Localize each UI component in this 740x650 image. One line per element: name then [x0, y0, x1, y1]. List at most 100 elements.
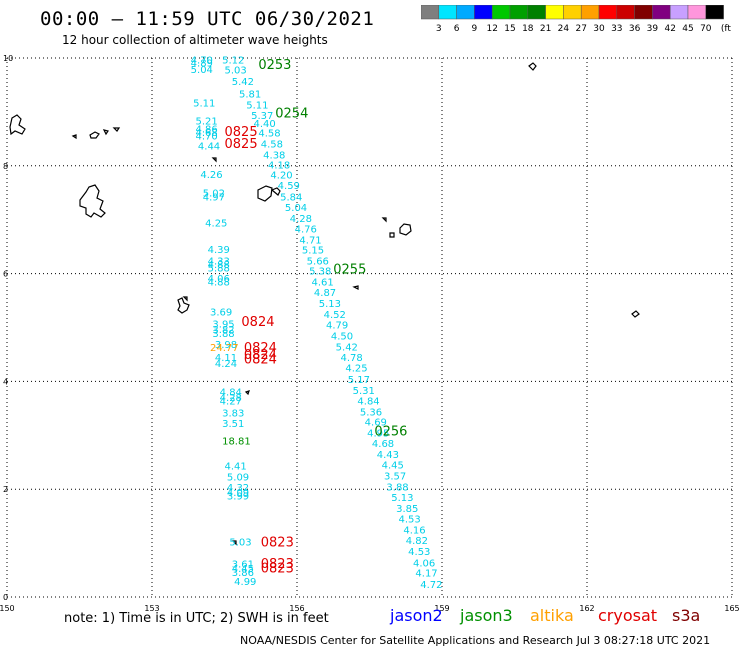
wave-height-value: 4.41: [225, 461, 247, 472]
scale-label: 70: [700, 24, 712, 34]
wave-height-value: 3.57: [384, 471, 406, 482]
wave-height-value: 4.18: [268, 160, 290, 171]
scale-label: 42: [664, 24, 675, 34]
wave-height-value: 3.82: [212, 325, 234, 336]
scale-swatch: [456, 5, 475, 20]
island-outline: [177, 296, 190, 314]
cryosat-time-label: 0824: [241, 315, 274, 330]
wave-height-value: 4.27: [220, 397, 242, 408]
island-outline: [352, 285, 359, 290]
scale-swatch: [421, 5, 440, 20]
wave-height-value: 4.40: [254, 119, 276, 130]
wave-height-value: 4.72: [420, 580, 442, 591]
cryosat-time-label: 0824: [244, 348, 277, 363]
wave-height-value: 4.24: [215, 359, 237, 370]
island-outline: [270, 187, 281, 196]
wave-height-value: 4.26: [200, 170, 222, 181]
wave-height-value: 4.44: [198, 142, 220, 153]
wave-height-values: 4.70 5.124.895.04 5.035.425.815.11 5.115.37…: [191, 55, 443, 590]
wave-height-value: 5.42: [232, 77, 254, 88]
wave-height-value: 4.09: [227, 488, 249, 499]
wave-height-value: 4.28: [290, 214, 312, 225]
cryosat-time-label: 0823: [261, 535, 294, 550]
wave-height-value: 4.39: [208, 245, 230, 256]
cryosat-time-label: 0825: [225, 125, 258, 140]
wave-height-value: 4.58: [261, 139, 283, 150]
wave-height-value: 4.06: [413, 558, 435, 569]
wave-height-value: 4.25: [345, 364, 367, 375]
wave-height-value: 4.32: [227, 483, 249, 494]
scale-swatch: [669, 5, 689, 20]
scale-label: 12: [486, 24, 497, 34]
wave-height-value: 4.61: [312, 277, 334, 288]
scale-label: 27: [575, 24, 586, 34]
wave-height-value: 5.11: [193, 99, 215, 110]
wave-height-value: 3.83: [222, 408, 244, 419]
scale-label: 3: [436, 24, 442, 34]
legend-altika: altika: [530, 606, 574, 625]
wave-height-value: 3.85: [396, 504, 418, 515]
scale-label: 39: [647, 24, 659, 34]
y-tick-label: 10: [3, 54, 13, 63]
page-title: 00:00 – 11:59 UTC 06/30/2021: [40, 8, 375, 30]
footer-credit: NOAA/NESDIS Center for Satellite Applica…: [240, 634, 711, 647]
x-tick-label: 153: [144, 604, 159, 613]
x-tick-label: 159: [434, 604, 449, 613]
scale-swatch: [652, 5, 671, 20]
jason3-time-label: 0253: [258, 58, 291, 73]
wave-height-value: 4.28: [220, 393, 242, 404]
scale-swatch: [527, 5, 546, 20]
x-tick-label: 165: [724, 604, 739, 613]
scale-swatch: [598, 5, 618, 20]
wave-height-value: 4.88: [208, 277, 230, 288]
wave-height-value: 5.21: [196, 116, 218, 127]
cryosat-time-label: 0823: [261, 562, 294, 577]
wave-height-value: 5.04: [191, 65, 213, 76]
wave-height-value: 5.66: [307, 256, 329, 267]
wave-height-value: 3.95: [212, 320, 234, 331]
x-tick-label: 162: [579, 604, 594, 613]
wave-height-value: 3.88: [386, 482, 408, 493]
scale-swatch: [491, 5, 511, 20]
wave-height-value: 4.70: [196, 131, 218, 142]
x-tick-label: 156: [289, 604, 304, 613]
wave-height-value: 4.52: [324, 310, 346, 321]
y-tick-label: 8: [3, 162, 8, 171]
wave-height-value: 5.13: [319, 299, 341, 310]
footer-note: note: 1) Time is in UTC; 2) SWH is in fe…: [64, 611, 329, 626]
wave-height-value: 5.03: [225, 66, 247, 77]
wave-height-value: 5.31: [353, 386, 375, 397]
scale-swatch: [563, 5, 582, 20]
island-outline: [89, 127, 121, 139]
scale-label: 9: [472, 24, 478, 34]
wave-height-value: 5.17: [348, 375, 370, 386]
wave-height-value: 4.53: [399, 515, 421, 526]
wave-height-value: 4.17: [415, 569, 437, 580]
wave-height-value: 4.88: [208, 260, 230, 271]
jason3-time-label: 0255: [333, 263, 366, 278]
island-outline: [381, 217, 412, 238]
y-tick-label: 6: [3, 270, 8, 279]
wave-height-value: 4.68: [196, 128, 218, 139]
y-tick-label: 0: [3, 593, 8, 602]
wave-height-value: 4.59: [278, 181, 300, 192]
scale-swatch: [634, 5, 653, 20]
axis-tick-labels: 150 153 156 159 162 165 0 2 4 6 8 10: [0, 54, 740, 613]
island-outline: [528, 62, 537, 71]
scale-label: 45: [682, 24, 693, 34]
cryosat-time-label: 0824: [244, 353, 277, 368]
wave-height-value: 4.84: [220, 387, 242, 398]
scale-swatch: [474, 5, 493, 20]
wave-height-value: 4.38: [263, 150, 285, 161]
scale-label: 30: [593, 24, 605, 34]
wave-height-value: 5.88: [208, 263, 230, 274]
scale-label: 18: [522, 24, 534, 34]
wave-height-value: 24.77: [210, 343, 239, 354]
wave-height-value: 4.78: [341, 353, 363, 364]
wave-height-value: 3.99: [227, 491, 249, 502]
island-outlines: [9, 62, 640, 546]
legend-cryosat: cryosat: [598, 606, 658, 625]
island-outline: [71, 134, 77, 140]
scale-label: 15: [504, 24, 515, 34]
